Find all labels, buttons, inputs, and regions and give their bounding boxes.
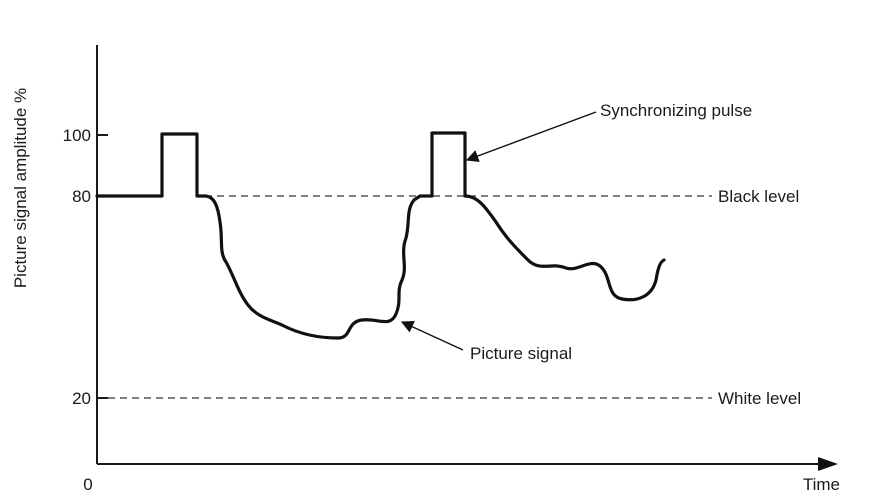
x-axis-label: Time bbox=[803, 475, 840, 494]
sync-pulse-label: Synchronizing pulse bbox=[600, 101, 752, 120]
sync-pulse-pointer bbox=[465, 111, 597, 162]
picture-signal-pointer bbox=[400, 321, 464, 351]
origin-label: 0 bbox=[83, 475, 92, 494]
white-level-label: White level bbox=[718, 389, 801, 408]
picture-signal-label: Picture signal bbox=[470, 344, 572, 363]
x-axis-arrowhead bbox=[818, 457, 838, 471]
y-axis-label: Picture signal amplitude % bbox=[11, 88, 30, 288]
y-tick-label-20: 20 bbox=[72, 389, 91, 408]
y-tick-label-100: 100 bbox=[63, 126, 91, 145]
y-tick-label-80: 80 bbox=[72, 187, 91, 206]
black-level-label: Black level bbox=[718, 187, 799, 206]
signal-waveform bbox=[95, 131, 666, 340]
